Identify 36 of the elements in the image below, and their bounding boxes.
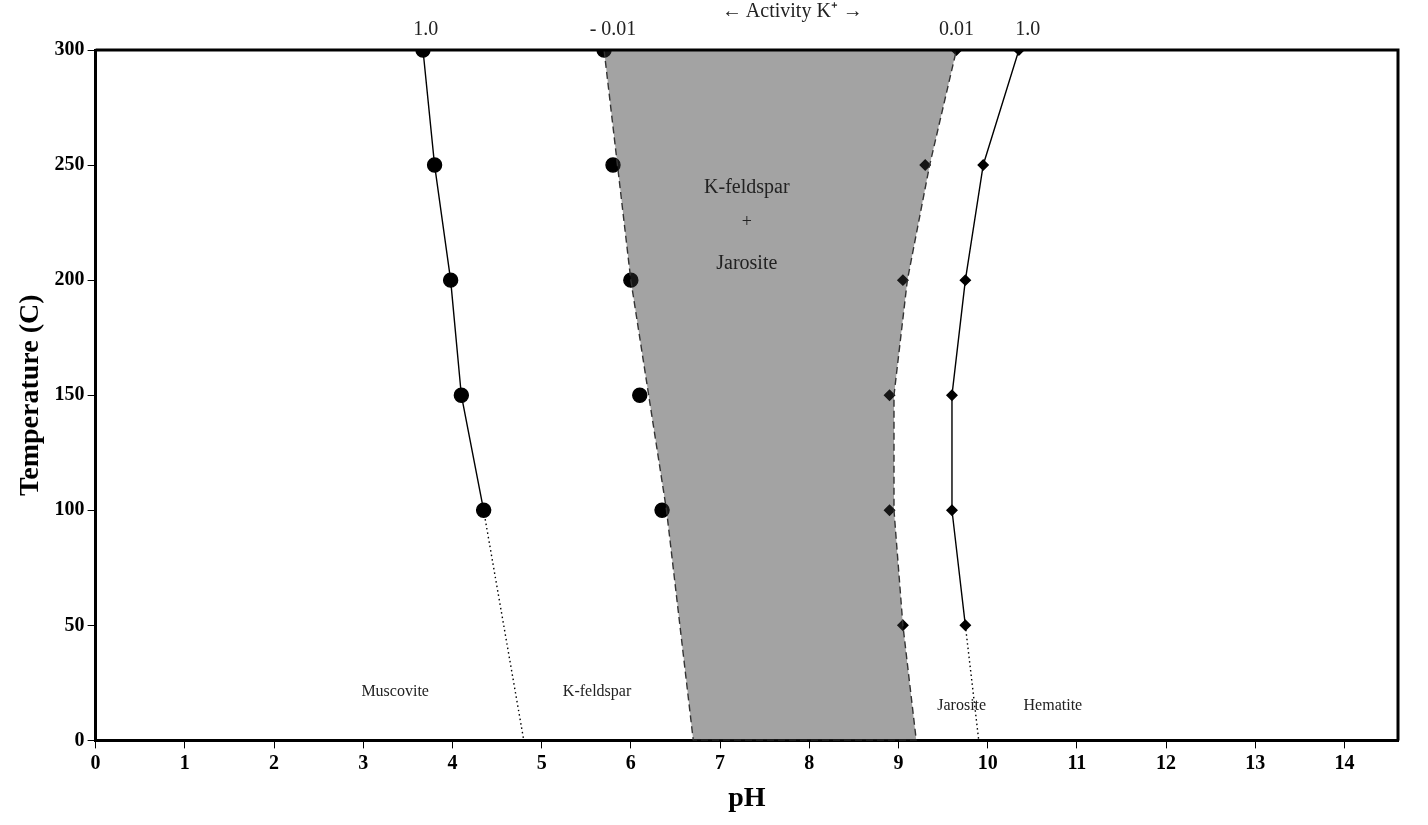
x-axis-title: pH	[728, 781, 766, 813]
y-tick-label: 200	[54, 267, 85, 290]
annotation: Jarosite	[937, 696, 987, 714]
annotation: 1.0	[413, 17, 439, 40]
y-tick-label: 300	[54, 37, 85, 60]
annotation: - 0.01	[589, 17, 637, 40]
x-tick-label: 6	[625, 750, 636, 773]
x-tick-label: 9	[893, 750, 904, 773]
x-tick-label: 3	[358, 750, 369, 773]
annotation: Jarosite	[716, 251, 778, 274]
x-tick-label: 7	[715, 750, 726, 773]
x-tick-label: 5	[536, 750, 547, 773]
text: ← Activity K⁺ →	[721, 0, 863, 22]
x-tick-label: 14	[1334, 750, 1355, 773]
annotation: 0.01	[938, 17, 974, 40]
y-tick-label: 250	[54, 152, 85, 175]
x-tick-label: 0	[90, 750, 101, 773]
x-tick-label: 2	[269, 750, 280, 773]
annotation: 1.0	[1015, 17, 1041, 40]
annotation: Muscovite	[361, 682, 429, 700]
x-tick-label: 12	[1156, 750, 1177, 773]
y-tick-label: 150	[54, 382, 85, 405]
x-tick-label: 1	[179, 750, 190, 773]
y-tick-label: 100	[54, 497, 85, 520]
x-tick-label: 11	[1067, 750, 1087, 773]
annotation: Hematite	[1023, 696, 1083, 714]
x-tick-label: 10	[977, 750, 998, 773]
annotation: +	[741, 211, 752, 232]
y-axis-title: Temperature (C)	[13, 294, 45, 496]
x-tick-label: 13	[1245, 750, 1266, 773]
annotation: K-feldspar	[562, 682, 632, 701]
y-tick-label: 50	[64, 612, 85, 635]
x-tick-label: 8	[804, 750, 815, 773]
y-tick-label: 0	[74, 727, 85, 750]
annotation: K-feldspar	[704, 175, 790, 199]
x-tick-label: 4	[447, 750, 458, 773]
